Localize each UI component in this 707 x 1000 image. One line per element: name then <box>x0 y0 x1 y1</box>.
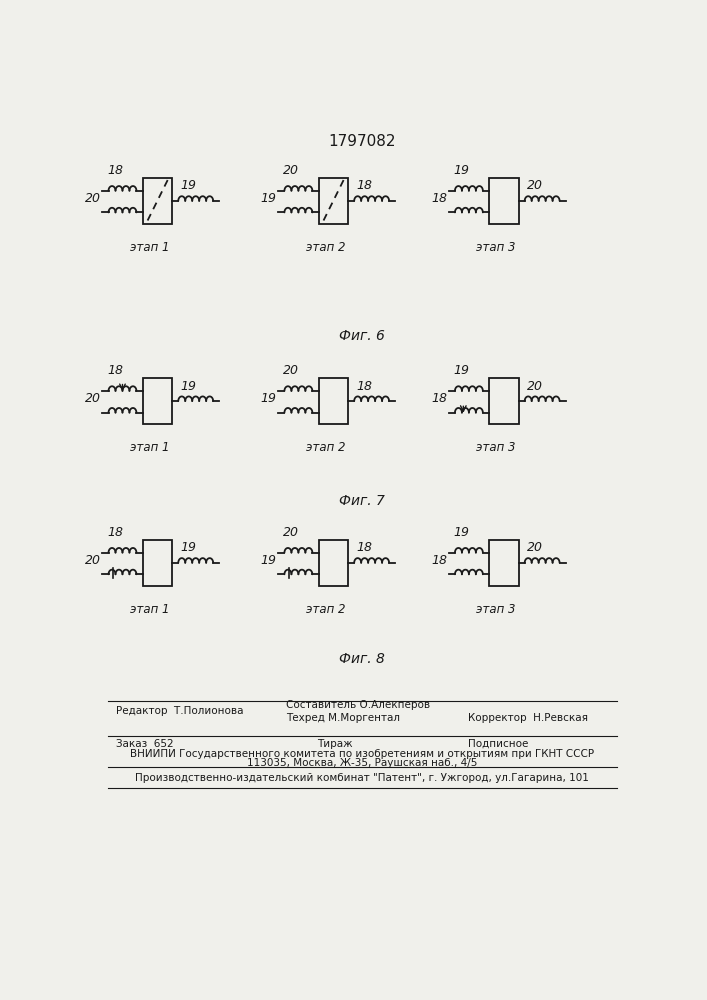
Text: Составитель О.Алекперов: Составитель О.Алекперов <box>286 700 430 710</box>
Text: 20: 20 <box>527 541 543 554</box>
Text: 19: 19 <box>453 164 469 177</box>
Text: этап 2: этап 2 <box>305 441 345 454</box>
Bar <box>489 540 518 586</box>
Text: 19: 19 <box>261 392 276 405</box>
Bar <box>489 378 518 424</box>
Text: 20: 20 <box>527 380 543 393</box>
Text: этап 1: этап 1 <box>130 603 170 616</box>
Text: Производственно-издательский комбинат "Патент", г. Ужгород, ул.Гагарина, 101: Производственно-издательский комбинат "П… <box>135 773 589 783</box>
Text: 18: 18 <box>107 364 123 377</box>
Text: 19: 19 <box>453 526 469 539</box>
Text: Тираж: Тираж <box>317 739 353 749</box>
Text: 20: 20 <box>85 392 101 405</box>
Text: Фиг. 8: Фиг. 8 <box>339 652 385 666</box>
Bar <box>319 178 348 224</box>
Text: 20: 20 <box>283 164 299 177</box>
Text: 19: 19 <box>261 554 276 567</box>
Text: 20: 20 <box>85 192 101 205</box>
Bar <box>319 378 348 424</box>
Text: этап 1: этап 1 <box>130 441 170 454</box>
Text: 18: 18 <box>107 164 123 177</box>
Text: 20: 20 <box>527 179 543 192</box>
Text: 19: 19 <box>180 179 197 192</box>
Text: этап 3: этап 3 <box>477 603 516 616</box>
Text: этап 1: этап 1 <box>130 241 170 254</box>
Text: Редактор  Т.Полионова: Редактор Т.Полионова <box>115 706 243 716</box>
Text: 18: 18 <box>356 380 373 393</box>
Text: Техред М.Моргентал: Техред М.Моргентал <box>286 713 400 723</box>
Text: Подписное: Подписное <box>468 739 529 749</box>
Bar <box>489 178 518 224</box>
Text: 20: 20 <box>85 554 101 567</box>
Bar <box>319 540 348 586</box>
Text: 18: 18 <box>356 179 373 192</box>
Text: Фиг. 7: Фиг. 7 <box>339 494 385 508</box>
Text: 19: 19 <box>261 192 276 205</box>
Text: 19: 19 <box>453 364 469 377</box>
Text: 19: 19 <box>180 380 197 393</box>
Text: Корректор  Н.Ревская: Корректор Н.Ревская <box>468 713 588 723</box>
Bar <box>143 540 172 586</box>
Text: Фиг. 6: Фиг. 6 <box>339 329 385 343</box>
Bar <box>143 378 172 424</box>
Text: 18: 18 <box>431 392 448 405</box>
Text: 19: 19 <box>180 541 197 554</box>
Text: 1797082: 1797082 <box>328 134 396 149</box>
Text: 20: 20 <box>283 364 299 377</box>
Text: 18: 18 <box>431 192 448 205</box>
Text: этап 3: этап 3 <box>477 241 516 254</box>
Bar <box>143 178 172 224</box>
Text: этап 2: этап 2 <box>305 603 345 616</box>
Text: 18: 18 <box>431 554 448 567</box>
Text: 20: 20 <box>283 526 299 539</box>
Text: этап 3: этап 3 <box>477 441 516 454</box>
Text: этап 2: этап 2 <box>305 241 345 254</box>
Text: 18: 18 <box>107 526 123 539</box>
Text: Заказ  652: Заказ 652 <box>115 739 173 749</box>
Text: 113035, Москва, Ж-35, Раушская наб., 4/5: 113035, Москва, Ж-35, Раушская наб., 4/5 <box>247 758 477 768</box>
Text: 18: 18 <box>356 541 373 554</box>
Text: ВНИИПИ Государственного комитета по изобретениям и открытиям при ГКНТ СССР: ВНИИПИ Государственного комитета по изоб… <box>130 749 594 759</box>
